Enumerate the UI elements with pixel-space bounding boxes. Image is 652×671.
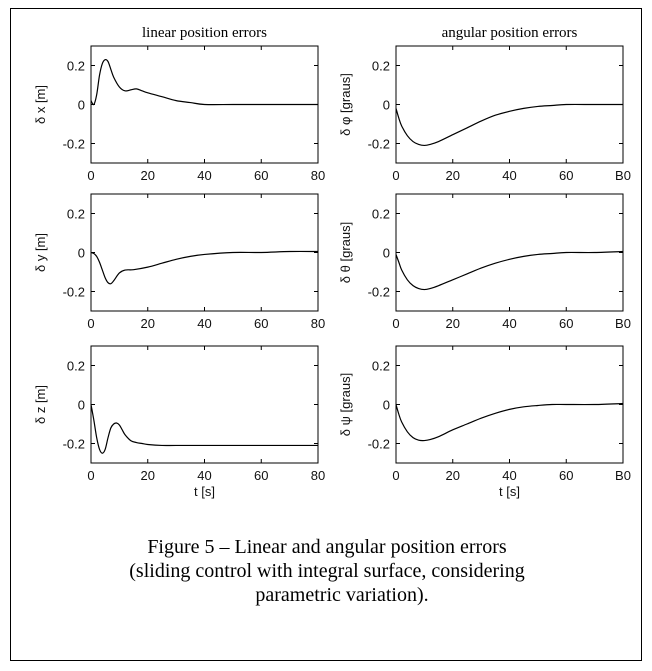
plot-2-xtick-label: 0 [392,168,399,183]
plot-4-xtick-label: 60 [559,316,573,331]
plot-6-xtick-label: 20 [446,468,460,483]
plot-5-series-line [90,404,318,454]
plot-1-ytick-label: 0 [78,98,85,113]
plot-6-xtick-label: 0 [392,468,399,483]
plot-1-xtick-label: 40 [197,168,211,183]
plot-6-ytick-label: 0 [383,398,390,413]
plot-6-ytick-label: 0.2 [372,359,390,374]
plot-1-ylabel: δ x [m] [33,85,48,124]
plot-5-xtick-label: 80 [311,468,325,483]
figure-caption: Figure 5 – Linear and angular position e… [11,535,643,607]
plot-5-xtick-label: 0 [87,468,94,483]
plot-3-xtick-label: 80 [311,316,325,331]
plot-3-xtick-label: 20 [141,316,155,331]
plot-5-ytick-label: 0 [78,398,85,413]
figure-plots: linear position errors 0 20 40 60 80 0.2 0 -0.2 δ… [33,25,631,499]
plot-4-xtick-label: 40 [502,316,516,331]
plot-2-xtick-label: 40 [502,168,516,183]
plot-6-ytick-label: -0.2 [368,437,390,452]
caption-line-2: (sliding control with integral surface, … [129,560,525,582]
plot-6-xlabel: t [s] [499,484,520,499]
plot-4-series-line [395,250,624,291]
caption-line-1: Figure 5 – Linear and angular position e… [147,536,507,558]
plot-4-ytick-label: 0.2 [372,207,390,222]
plot-2-ytick-label: 0 [383,98,390,113]
plot-3-xtick-label: 0 [87,316,94,331]
plot-4-ylabel: δ θ [graus] [338,222,353,283]
plot-5-ylabel: δ z [m] [33,385,48,424]
plot-6-ylabel: δ ψ [graus] [338,373,353,436]
plot-4-xtick-label: B0 [615,316,631,331]
plot-1-xtick-label: 80 [311,168,325,183]
plot-5-xtick-label: 60 [254,468,268,483]
plot-3-axes-box [90,193,319,312]
plot-3-ytick-label: 0 [78,246,85,261]
plot-1-xtick-label: 60 [254,168,268,183]
plot-3-ytick-label: -0.2 [63,285,85,300]
plot-5-xtick-label: 40 [197,468,211,483]
plot-4-xtick-label: 0 [392,316,399,331]
plot-1-title: linear position errors [142,25,267,41]
plot-1-xtick-label: 20 [141,168,155,183]
plot-5-xlabel: t [s] [194,484,215,499]
plot-1-series-line [90,58,318,106]
plot-6-xtick-label: 60 [559,468,573,483]
plot-2-series-line [395,103,623,147]
plot-1-ytick-label: 0.2 [67,59,85,74]
plot-2-ytick-label: -0.2 [368,137,390,152]
plot-4-ytick-label: 0 [383,246,390,261]
plot-2-xtick-label: 20 [446,168,460,183]
figure-frame: linear position errors 0 20 40 60 80 0.2 0 -0.2 δ… [10,8,642,661]
plot-6-xtick-label: 40 [502,468,516,483]
plot-3-ytick-label: 0.2 [67,207,85,222]
plot-6-xtick-label: B0 [615,468,631,483]
plot-1-xtick-label: 0 [87,168,94,183]
plot-4-ytick-label: -0.2 [368,285,390,300]
plot-3-xtick-label: 40 [197,316,211,331]
plot-5-ytick-label: -0.2 [63,437,85,452]
caption-line-3: parametric variation). [255,584,429,606]
plot-4-xtick-label: 20 [446,316,460,331]
plot-3-ylabel: δ y [m] [33,233,48,272]
plot-2-title: angular position errors [442,25,578,41]
plot-2-xtick-label: B0 [615,168,631,183]
plot-2-ytick-label: 0.2 [372,59,390,74]
plot-5-ytick-label: 0.2 [67,359,85,374]
plot-3-xtick-label: 60 [254,316,268,331]
plot-6-series-line [395,402,624,442]
plot-2-xtick-label: 60 [559,168,573,183]
plot-1-ytick-label: -0.2 [63,137,85,152]
plot-2-ylabel: δ φ [graus] [338,73,353,136]
plot-3-series-line [90,250,319,285]
plot-5-xtick-label: 20 [141,468,155,483]
